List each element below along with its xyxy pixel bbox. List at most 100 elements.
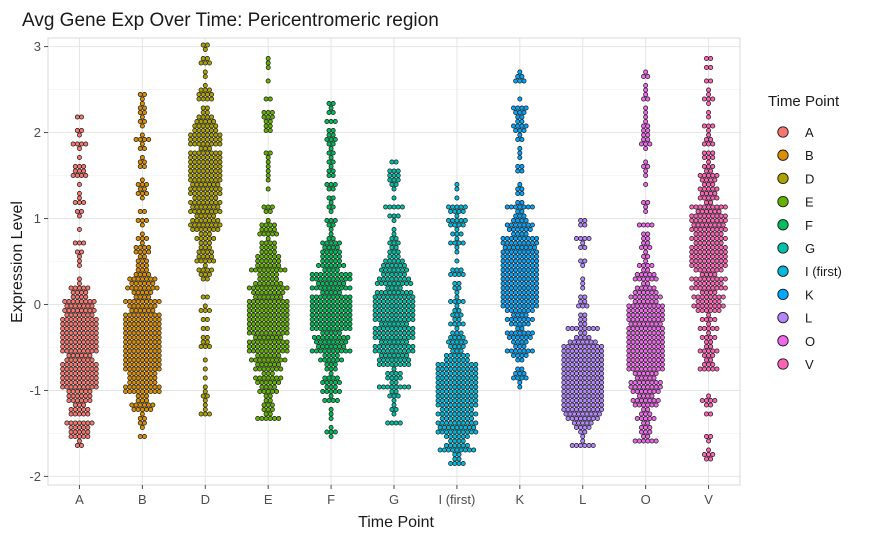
data-point xyxy=(399,290,405,295)
data-point xyxy=(647,344,653,349)
data-point xyxy=(246,299,252,304)
data-point xyxy=(529,276,535,282)
data-point xyxy=(330,132,336,138)
data-point xyxy=(152,321,158,327)
data-point xyxy=(148,375,154,381)
data-point xyxy=(701,227,707,232)
data-point xyxy=(701,353,707,358)
data-point xyxy=(710,276,716,282)
data-point xyxy=(706,236,712,241)
data-point xyxy=(269,294,275,300)
data-point xyxy=(714,227,720,232)
data-point xyxy=(324,281,330,286)
data-point xyxy=(347,348,353,354)
data-point xyxy=(318,299,324,304)
data-point xyxy=(79,249,85,255)
data-point xyxy=(651,317,657,322)
data-point xyxy=(91,308,97,313)
data-point xyxy=(261,389,267,394)
data-point xyxy=(139,231,145,237)
data-point xyxy=(582,366,588,372)
data-point xyxy=(339,339,345,345)
data-point xyxy=(204,164,210,169)
data-point xyxy=(391,398,397,403)
data-point xyxy=(653,276,659,282)
data-point xyxy=(582,362,588,367)
data-point xyxy=(148,335,154,340)
data-point xyxy=(267,362,273,367)
data-point xyxy=(272,303,277,309)
data-point xyxy=(393,330,399,336)
data-point xyxy=(142,245,147,250)
data-point xyxy=(135,218,141,223)
data-point xyxy=(267,240,273,246)
data-point xyxy=(469,429,475,435)
data-point xyxy=(129,285,135,291)
data-point xyxy=(634,285,640,291)
data-point xyxy=(712,303,718,309)
data-point xyxy=(452,281,458,286)
data-point xyxy=(200,326,206,331)
data-point xyxy=(643,357,649,363)
data-point xyxy=(127,375,133,381)
data-point xyxy=(89,380,95,385)
data-point xyxy=(643,366,649,372)
data-point xyxy=(573,348,579,354)
data-point xyxy=(594,371,600,376)
data-point xyxy=(139,384,145,390)
data-point xyxy=(372,317,378,322)
data-point xyxy=(569,416,575,421)
data-point xyxy=(72,411,78,417)
data-point xyxy=(456,456,462,462)
data-point xyxy=(410,294,416,300)
data-point xyxy=(578,330,584,336)
data-point xyxy=(204,200,210,205)
data-point xyxy=(202,231,208,237)
data-point xyxy=(135,380,141,385)
data-point xyxy=(578,375,584,381)
data-point xyxy=(139,348,145,354)
data-point xyxy=(131,407,137,412)
data-point xyxy=(406,276,412,282)
data-point xyxy=(517,146,523,151)
data-point xyxy=(460,357,466,363)
data-point xyxy=(500,258,506,264)
data-point xyxy=(263,96,269,102)
data-point xyxy=(326,317,332,322)
data-point xyxy=(515,123,521,129)
data-point xyxy=(643,69,649,75)
data-point xyxy=(337,240,342,246)
data-point xyxy=(261,231,267,237)
data-point xyxy=(397,272,403,277)
data-point xyxy=(192,132,198,138)
data-point xyxy=(137,119,143,124)
data-point xyxy=(649,299,655,304)
data-point xyxy=(152,344,158,349)
data-point xyxy=(504,204,510,210)
data-point xyxy=(334,317,340,322)
data-point xyxy=(257,366,263,372)
data-point xyxy=(76,281,82,286)
data-point xyxy=(326,348,332,354)
data-point xyxy=(328,407,334,412)
data-point xyxy=(133,272,139,277)
data-point xyxy=(196,173,202,178)
data-point xyxy=(582,312,588,318)
data-point xyxy=(443,357,449,363)
data-point xyxy=(68,285,74,291)
data-point xyxy=(508,236,514,241)
data-point xyxy=(389,330,395,336)
data-point xyxy=(81,357,87,363)
data-point xyxy=(125,285,131,291)
data-point xyxy=(255,321,261,327)
data-point xyxy=(500,299,506,304)
data-point xyxy=(504,263,510,268)
data-point xyxy=(515,366,521,372)
data-point xyxy=(569,375,575,381)
data-point xyxy=(332,362,338,367)
data-point xyxy=(139,375,145,381)
data-point xyxy=(397,375,403,381)
data-point xyxy=(76,317,82,322)
data-point xyxy=(521,294,527,300)
data-point xyxy=(207,240,212,246)
